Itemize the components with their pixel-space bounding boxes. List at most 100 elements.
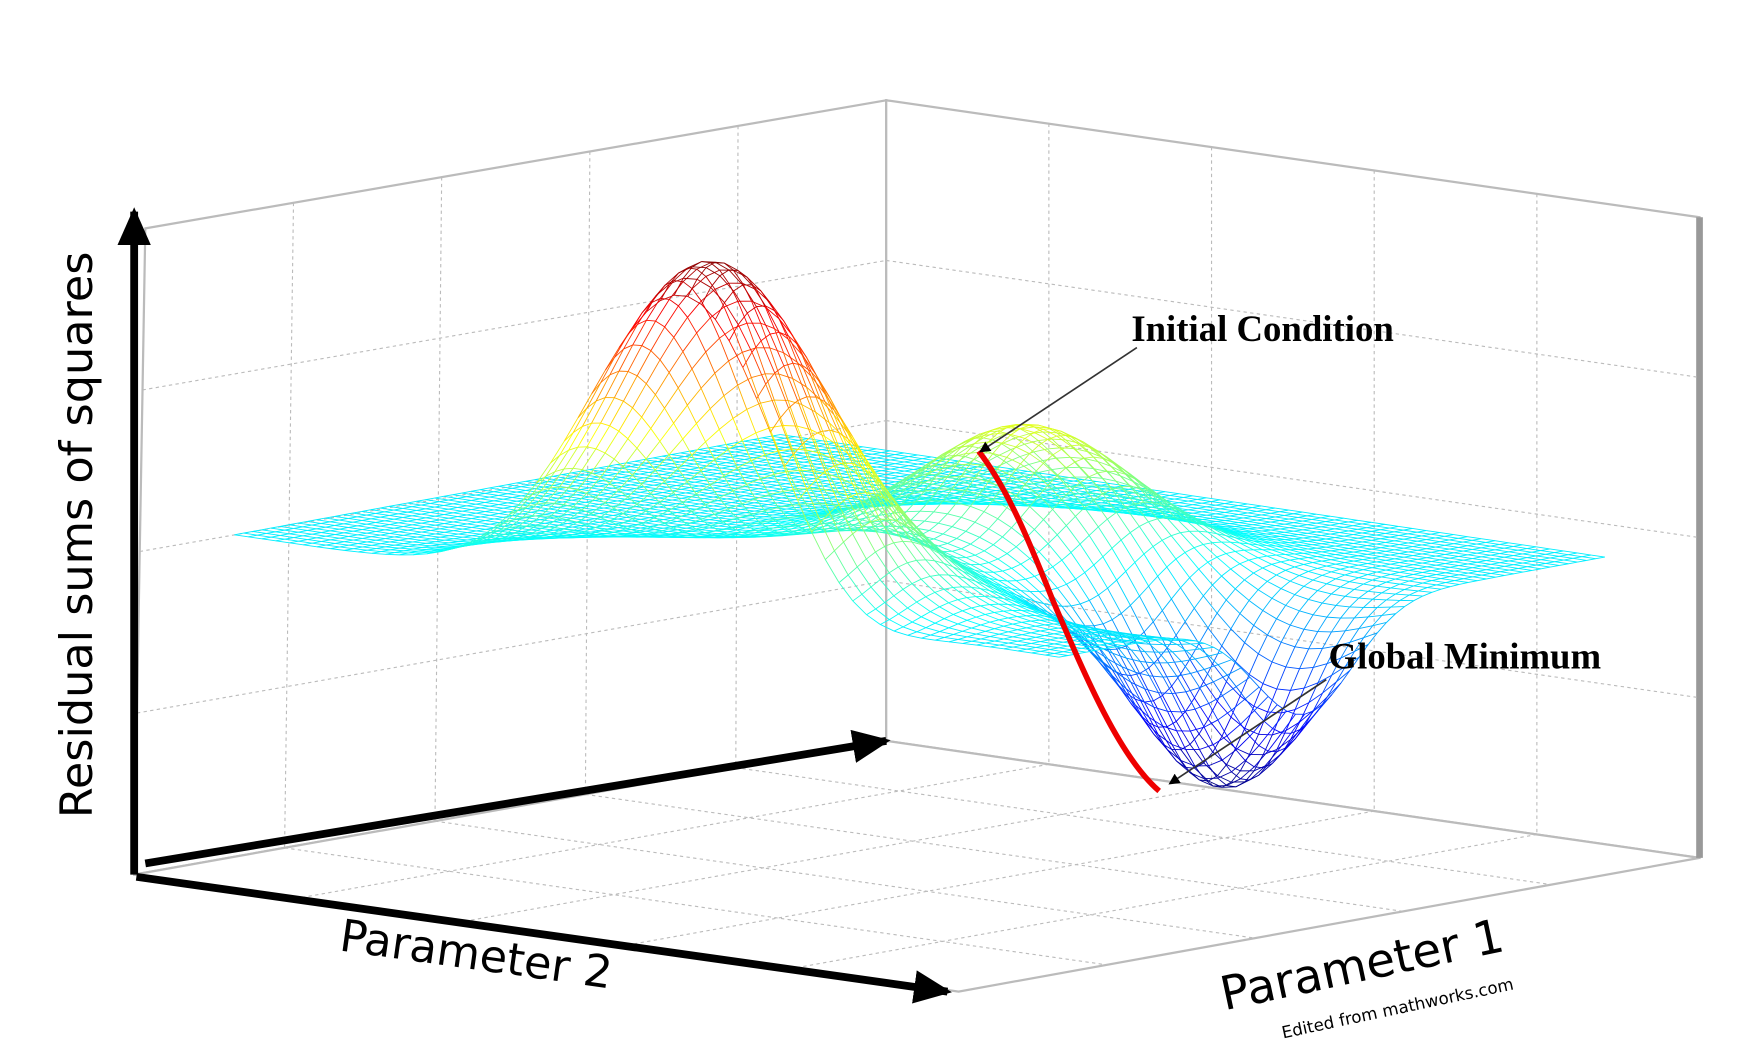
mesh-line [412,524,427,528]
mesh-line [844,467,859,471]
mesh-line [758,460,772,464]
mesh-line [562,508,572,512]
mesh-line [275,538,285,542]
mesh-line [908,456,923,460]
mesh-line [700,513,715,520]
mesh-line [507,493,522,497]
mesh-line [1000,474,1010,477]
mesh-line [384,529,399,533]
mesh-line [576,492,586,496]
mesh-line [540,471,556,491]
mesh-line [762,435,772,439]
mesh-line [303,542,313,546]
mesh-line [316,528,331,532]
mesh-line [734,449,745,453]
mesh-line [799,456,809,459]
mesh-line [771,435,786,439]
mesh-line [484,502,499,505]
mesh-line [566,476,576,479]
mesh-line [662,481,672,484]
mesh-line [808,454,818,458]
mesh-line [513,525,528,534]
mesh-line [641,483,651,494]
mesh-line [641,523,651,529]
mesh-line [398,529,408,533]
mesh-line [894,454,909,458]
mesh-line [516,500,531,504]
mesh-line [407,520,422,524]
mesh-line [836,494,846,498]
mesh-line [963,473,978,477]
mesh-line [421,529,431,533]
mesh-line [581,509,592,514]
mesh-line [740,489,750,493]
mesh-line [434,505,444,508]
mesh-line [703,489,718,493]
mesh-line [766,448,777,452]
mesh-line [607,474,622,478]
mesh-line [881,479,896,483]
mesh-line [352,510,362,514]
mesh-line [739,446,754,450]
mesh-line [749,471,763,475]
mesh-line [316,526,326,530]
mesh-line [416,528,431,531]
mesh-line [480,496,490,500]
mesh-line [470,489,481,492]
mesh-line [662,454,672,457]
mesh-line [968,468,983,471]
mesh-line [730,446,740,449]
mesh-line [544,494,554,497]
mesh-line [718,517,732,520]
mesh-line [384,527,395,531]
mesh-line [444,521,454,524]
mesh-line [453,521,468,525]
mesh-line [762,455,777,459]
mesh-line [877,473,887,477]
mesh-line [721,458,736,462]
mesh-line [744,486,759,490]
mesh-line [430,528,440,531]
mesh-line [339,544,349,548]
mesh-line [662,473,677,477]
mesh-line [571,516,582,519]
mesh-line [703,480,718,484]
mesh-line [818,490,832,494]
mesh-line [509,509,519,515]
mesh-line [577,521,587,526]
mesh-line [626,507,641,511]
mesh-line [599,520,609,523]
mesh-line [550,440,565,464]
mesh-line [771,453,786,457]
mesh-line [302,524,312,528]
mesh-line [836,485,846,489]
mesh-line [887,501,901,506]
mesh-line [663,535,678,538]
mesh-line [667,503,677,506]
mesh-line [448,499,463,503]
mesh-line [534,479,549,483]
mesh-line [868,484,878,488]
mesh-line [498,484,508,487]
mesh-line [1032,474,1047,478]
mesh-line [977,493,992,497]
mesh-line [389,532,404,536]
mesh-line [270,535,281,538]
mesh-line [590,512,600,516]
mesh-line [444,531,459,535]
mesh-line [781,495,791,499]
mesh-line [735,468,745,471]
mesh-line [421,513,436,517]
mesh-line [325,534,335,537]
mesh-line [307,539,322,542]
mesh-line [831,501,846,504]
mesh-line [835,449,845,453]
mesh-line [494,518,509,522]
mesh-line [726,462,740,466]
mesh-line [645,533,655,537]
mesh-line [718,515,728,519]
mesh-line [498,485,513,489]
mesh-line [416,526,427,529]
mesh-line [607,482,618,485]
mesh-line [698,458,713,462]
